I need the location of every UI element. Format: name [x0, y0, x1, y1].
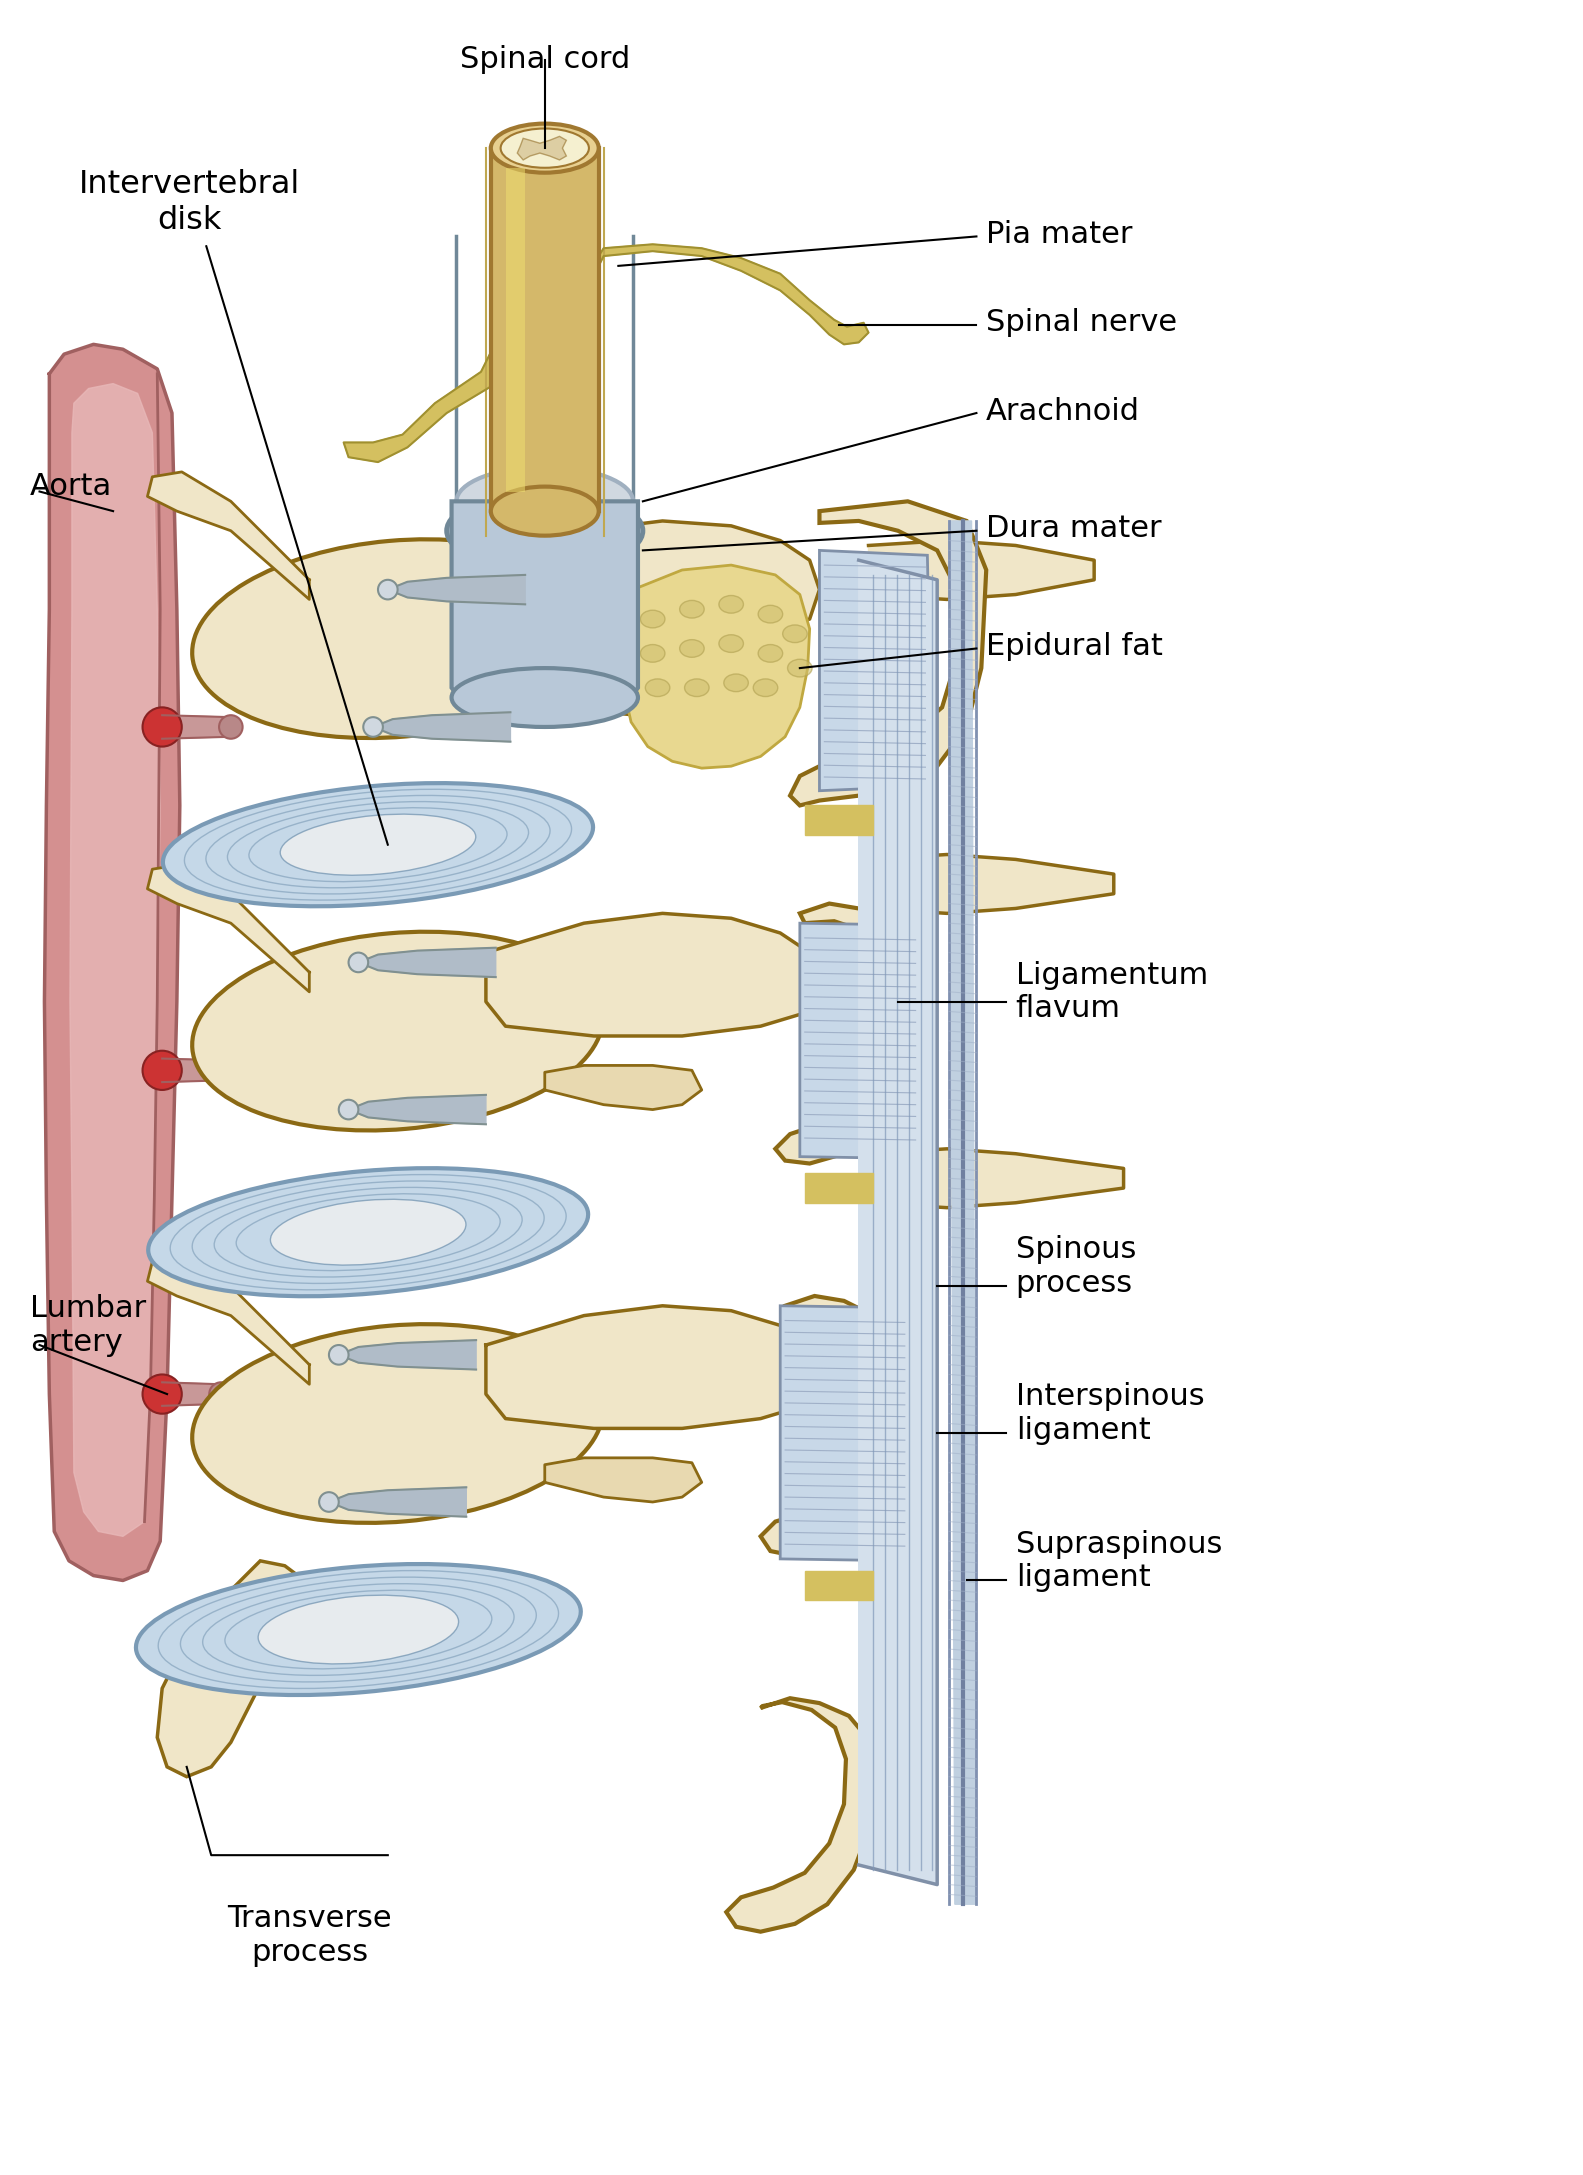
Polygon shape — [44, 344, 180, 1581]
Ellipse shape — [719, 596, 744, 613]
Ellipse shape — [149, 1168, 589, 1296]
Polygon shape — [339, 1340, 476, 1370]
Circle shape — [142, 1051, 182, 1090]
Text: Pia mater: Pia mater — [986, 220, 1133, 248]
Ellipse shape — [641, 644, 665, 661]
Polygon shape — [776, 903, 918, 1164]
Circle shape — [329, 1344, 348, 1364]
Circle shape — [348, 953, 369, 972]
Text: Intervertebral
disk: Intervertebral disk — [79, 170, 301, 235]
Polygon shape — [147, 472, 309, 600]
Polygon shape — [869, 1148, 1124, 1207]
Ellipse shape — [192, 931, 603, 1131]
Circle shape — [218, 1059, 242, 1083]
Polygon shape — [486, 1305, 820, 1429]
Polygon shape — [804, 805, 874, 835]
Text: Transverse
process: Transverse process — [226, 1905, 391, 1966]
Text: Interspinous
ligament: Interspinous ligament — [1016, 1383, 1205, 1444]
Polygon shape — [161, 1383, 222, 1405]
Text: Dura mater: Dura mater — [986, 513, 1162, 544]
Ellipse shape — [491, 124, 598, 172]
Polygon shape — [869, 542, 1094, 600]
Ellipse shape — [500, 128, 589, 167]
Ellipse shape — [163, 783, 594, 907]
Polygon shape — [505, 167, 526, 492]
Circle shape — [142, 707, 182, 746]
Ellipse shape — [271, 1198, 465, 1266]
Ellipse shape — [684, 679, 709, 696]
Polygon shape — [451, 500, 638, 707]
Polygon shape — [598, 244, 869, 344]
Polygon shape — [799, 922, 920, 1159]
Polygon shape — [161, 716, 231, 740]
Polygon shape — [348, 1094, 486, 1124]
Ellipse shape — [491, 487, 598, 535]
Polygon shape — [161, 1059, 231, 1083]
Polygon shape — [157, 1562, 320, 1777]
Polygon shape — [545, 1066, 701, 1109]
Circle shape — [209, 1383, 233, 1405]
Polygon shape — [780, 1305, 907, 1562]
Polygon shape — [760, 1296, 902, 1555]
Polygon shape — [804, 1570, 874, 1601]
Ellipse shape — [446, 492, 643, 570]
Polygon shape — [147, 863, 309, 992]
Circle shape — [142, 1375, 182, 1414]
Circle shape — [339, 1101, 358, 1120]
Text: Spinous
process: Spinous process — [1016, 1235, 1137, 1298]
Ellipse shape — [258, 1594, 459, 1664]
Ellipse shape — [456, 468, 633, 535]
Ellipse shape — [451, 668, 638, 726]
Ellipse shape — [679, 639, 704, 657]
Text: Spinal nerve: Spinal nerve — [986, 309, 1178, 337]
Ellipse shape — [646, 679, 670, 696]
Ellipse shape — [782, 624, 807, 642]
Text: Ligamentum
flavum: Ligamentum flavum — [1016, 961, 1208, 1022]
Ellipse shape — [723, 674, 749, 692]
Circle shape — [218, 716, 242, 740]
Ellipse shape — [641, 611, 665, 629]
Circle shape — [320, 1492, 339, 1512]
Ellipse shape — [758, 644, 782, 661]
Ellipse shape — [192, 539, 603, 737]
Ellipse shape — [280, 813, 476, 874]
Circle shape — [363, 718, 383, 737]
Text: Supraspinous
ligament: Supraspinous ligament — [1016, 1529, 1222, 1592]
Polygon shape — [869, 855, 1114, 914]
Polygon shape — [790, 500, 986, 805]
Polygon shape — [329, 1488, 467, 1516]
Polygon shape — [545, 1457, 701, 1503]
Ellipse shape — [758, 605, 782, 622]
Polygon shape — [344, 352, 495, 461]
Polygon shape — [491, 148, 598, 511]
Circle shape — [378, 581, 397, 600]
Ellipse shape — [788, 659, 812, 676]
Polygon shape — [820, 550, 932, 792]
Ellipse shape — [754, 679, 777, 696]
Text: Spinal cord: Spinal cord — [459, 46, 630, 74]
Polygon shape — [804, 1172, 874, 1203]
Polygon shape — [545, 672, 701, 718]
Text: Lumbar
artery: Lumbar artery — [30, 1294, 146, 1357]
Polygon shape — [727, 1699, 877, 1931]
Polygon shape — [624, 566, 809, 768]
Ellipse shape — [679, 600, 704, 618]
Polygon shape — [70, 383, 160, 1536]
Polygon shape — [388, 574, 526, 605]
Polygon shape — [948, 522, 977, 1905]
Ellipse shape — [136, 1564, 581, 1694]
Polygon shape — [486, 522, 820, 644]
Text: Arachnoid: Arachnoid — [986, 396, 1140, 426]
Text: Epidural fat: Epidural fat — [986, 633, 1164, 661]
Polygon shape — [518, 137, 567, 161]
Polygon shape — [486, 914, 820, 1035]
Polygon shape — [374, 711, 510, 742]
Text: Aorta: Aorta — [30, 472, 112, 500]
Ellipse shape — [192, 1325, 603, 1522]
Polygon shape — [358, 948, 495, 977]
Polygon shape — [858, 561, 937, 1884]
Ellipse shape — [719, 635, 744, 652]
Polygon shape — [147, 1257, 309, 1383]
